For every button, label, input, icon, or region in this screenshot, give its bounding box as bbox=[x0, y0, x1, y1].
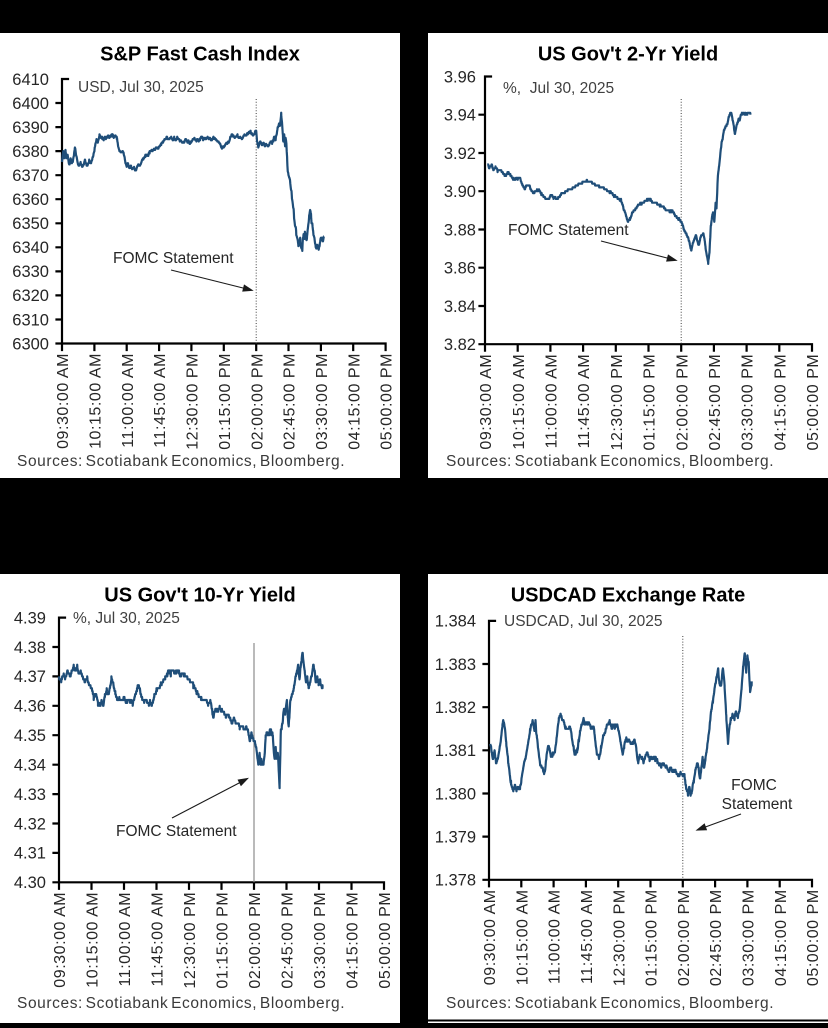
svg-text:1.384: 1.384 bbox=[435, 613, 476, 631]
svg-text:12:30:00 PM: 12:30:00 PM bbox=[182, 892, 199, 989]
svg-text:1.380: 1.380 bbox=[435, 785, 476, 803]
svg-text:3.86: 3.86 bbox=[444, 260, 476, 278]
svg-text:09:30:00 AM: 09:30:00 AM bbox=[478, 354, 495, 450]
svg-text:02:00:00 PM: 02:00:00 PM bbox=[674, 354, 691, 451]
svg-text:3.90: 3.90 bbox=[444, 183, 476, 201]
svg-text:05:00:00 PM: 05:00:00 PM bbox=[805, 354, 822, 451]
svg-text:FOMC Statement: FOMC Statement bbox=[508, 222, 629, 239]
svg-text:02:00:00 PM: 02:00:00 PM bbox=[247, 892, 264, 989]
svg-text:04:15:00 PM: 04:15:00 PM bbox=[772, 354, 789, 451]
svg-text:01:15:00 PM: 01:15:00 PM bbox=[644, 889, 661, 986]
svg-text:1.382: 1.382 bbox=[435, 699, 476, 717]
svg-text:10:15:00 AM: 10:15:00 AM bbox=[514, 889, 531, 985]
svg-text:01:15:00 PM: 01:15:00 PM bbox=[642, 354, 659, 451]
svg-text:11:45:00 AM: 11:45:00 AM bbox=[150, 892, 167, 987]
svg-text:11:00:00 AM: 11:00:00 AM bbox=[120, 353, 137, 448]
svg-text:04:15:00 PM: 04:15:00 PM bbox=[345, 892, 362, 989]
svg-text:12:30:00 PM: 12:30:00 PM bbox=[185, 353, 202, 450]
svg-text:1.383: 1.383 bbox=[435, 656, 476, 674]
svg-text:US Gov't 10-Yr Yield: US Gov't 10-Yr Yield bbox=[104, 585, 295, 607]
svg-text:3.88: 3.88 bbox=[444, 221, 476, 239]
svg-text:10:15:00 AM: 10:15:00 AM bbox=[511, 354, 528, 450]
svg-text:10:15:00 AM: 10:15:00 AM bbox=[85, 892, 102, 988]
svg-text:05:00:00 PM: 05:00:00 PM bbox=[805, 889, 822, 986]
svg-text:S&P Fast Cash Index: S&P Fast Cash Index bbox=[100, 44, 300, 66]
svg-text:4.37: 4.37 bbox=[14, 668, 46, 686]
svg-text:11:45:00 AM: 11:45:00 AM bbox=[576, 354, 593, 449]
svg-text:USDCAD, Jul 30, 2025: USDCAD, Jul 30, 2025 bbox=[504, 613, 663, 630]
svg-text:6310: 6310 bbox=[12, 311, 49, 329]
svg-text:FOMC Statement: FOMC Statement bbox=[116, 823, 237, 840]
svg-text:01:15:00 PM: 01:15:00 PM bbox=[215, 892, 232, 989]
svg-text:4.30: 4.30 bbox=[14, 874, 46, 892]
svg-text:03:30:00 PM: 03:30:00 PM bbox=[312, 892, 329, 989]
svg-text:FOMC: FOMC bbox=[731, 777, 777, 794]
svg-text:03:30:00 PM: 03:30:00 PM bbox=[741, 889, 758, 986]
svg-text:02:45:00 PM: 02:45:00 PM bbox=[282, 353, 299, 450]
svg-text:03:30:00 PM: 03:30:00 PM bbox=[314, 353, 331, 450]
svg-text:Sources: Scotiabank Economics,: Sources: Scotiabank Economics, Bloomberg… bbox=[17, 995, 345, 1012]
svg-text:3.84: 3.84 bbox=[444, 298, 476, 316]
svg-text:USDCAD Exchange Rate: USDCAD Exchange Rate bbox=[511, 585, 746, 607]
svg-text:FOMC Statement: FOMC Statement bbox=[113, 250, 234, 267]
svg-text:4.36: 4.36 bbox=[14, 698, 46, 716]
svg-text:6380: 6380 bbox=[12, 143, 49, 161]
svg-text:05:00:00 PM: 05:00:00 PM bbox=[379, 353, 396, 450]
svg-text:6400: 6400 bbox=[12, 95, 49, 113]
svg-text:3.82: 3.82 bbox=[444, 336, 476, 354]
svg-text:02:45:00 PM: 02:45:00 PM bbox=[708, 889, 725, 986]
svg-text:12:30:00 PM: 12:30:00 PM bbox=[611, 889, 628, 986]
svg-text:4.38: 4.38 bbox=[14, 639, 46, 657]
svg-text:US Gov't 2-Yr Yield: US Gov't 2-Yr Yield bbox=[538, 44, 718, 66]
svg-text:1.379: 1.379 bbox=[435, 828, 476, 846]
svg-text:Sources: Scotiabank Economics,: Sources: Scotiabank Economics, Bloomberg… bbox=[17, 453, 345, 470]
svg-text:3.96: 3.96 bbox=[444, 68, 476, 86]
svg-text:6350: 6350 bbox=[12, 215, 49, 233]
svg-text:11:45:00 AM: 11:45:00 AM bbox=[579, 889, 596, 984]
svg-text:11:45:00 AM: 11:45:00 AM bbox=[152, 353, 169, 448]
svg-text:02:00:00 PM: 02:00:00 PM bbox=[676, 889, 693, 986]
svg-text:12:30:00 PM: 12:30:00 PM bbox=[609, 354, 626, 451]
svg-text:09:30:00 AM: 09:30:00 AM bbox=[52, 892, 69, 988]
svg-text:11:00:00 AM: 11:00:00 AM bbox=[544, 354, 561, 449]
svg-text:6300: 6300 bbox=[12, 335, 49, 353]
svg-text:02:00:00 PM: 02:00:00 PM bbox=[249, 353, 266, 450]
svg-text:11:00:00 AM: 11:00:00 AM bbox=[547, 889, 564, 984]
svg-text:09:30:00 AM: 09:30:00 AM bbox=[55, 353, 72, 449]
svg-text:10:15:00 AM: 10:15:00 AM bbox=[88, 353, 105, 449]
svg-text:Sources: Scotiabank Economics,: Sources: Scotiabank Economics, Bloomberg… bbox=[446, 995, 774, 1012]
svg-text:3.94: 3.94 bbox=[444, 107, 476, 125]
svg-text:3.92: 3.92 bbox=[444, 145, 476, 163]
svg-text:6390: 6390 bbox=[12, 119, 49, 137]
svg-text:4.34: 4.34 bbox=[14, 757, 46, 775]
svg-text:4.31: 4.31 bbox=[14, 845, 46, 863]
svg-text:04:15:00 PM: 04:15:00 PM bbox=[346, 353, 363, 450]
svg-text:6330: 6330 bbox=[12, 263, 49, 281]
svg-text:09:30:00 AM: 09:30:00 AM bbox=[482, 889, 499, 985]
svg-text:6360: 6360 bbox=[12, 191, 49, 209]
svg-text:02:45:00 PM: 02:45:00 PM bbox=[280, 892, 297, 989]
svg-text:6320: 6320 bbox=[12, 287, 49, 305]
svg-text:1.378: 1.378 bbox=[435, 872, 476, 890]
svg-text:4.33: 4.33 bbox=[14, 786, 46, 804]
svg-text:6410: 6410 bbox=[12, 71, 49, 89]
svg-text:4.35: 4.35 bbox=[14, 727, 46, 745]
svg-text:Statement: Statement bbox=[722, 796, 793, 813]
svg-text:04:15:00 PM: 04:15:00 PM bbox=[773, 889, 790, 986]
svg-text:4.32: 4.32 bbox=[14, 815, 46, 833]
svg-text:4.39: 4.39 bbox=[14, 609, 46, 627]
svg-text:03:30:00 PM: 03:30:00 PM bbox=[740, 354, 757, 451]
svg-text:%, Jul 30, 2025: %, Jul 30, 2025 bbox=[73, 610, 180, 627]
svg-text:01:15:00 PM: 01:15:00 PM bbox=[217, 353, 234, 450]
svg-text:6340: 6340 bbox=[12, 239, 49, 257]
svg-text:1.381: 1.381 bbox=[435, 742, 476, 760]
svg-text:05:00:00 PM: 05:00:00 PM bbox=[377, 892, 394, 989]
svg-text:02:45:00 PM: 02:45:00 PM bbox=[707, 354, 724, 451]
svg-text:%, Jul 30, 2025: %, Jul 30, 2025 bbox=[503, 80, 614, 97]
svg-text:USD, Jul 30, 2025: USD, Jul 30, 2025 bbox=[78, 79, 204, 96]
svg-text:11:00:00 AM: 11:00:00 AM bbox=[117, 892, 134, 987]
svg-text:6370: 6370 bbox=[12, 167, 49, 185]
svg-text:Sources: Scotiabank Economics,: Sources: Scotiabank Economics, Bloomberg… bbox=[446, 453, 774, 470]
